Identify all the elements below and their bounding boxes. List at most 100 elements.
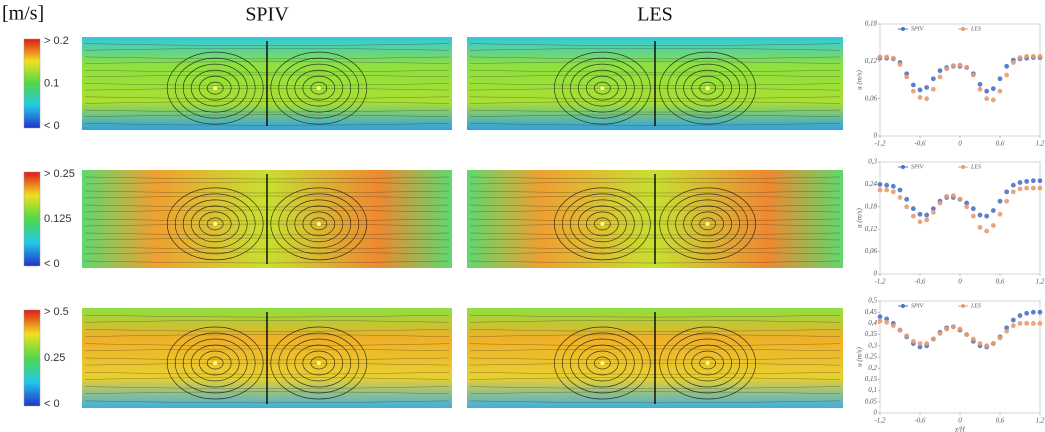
colorbar-label: > 0.25	[44, 168, 75, 180]
x-tick-label: -0,6	[914, 278, 926, 286]
data-point	[898, 328, 903, 333]
data-point	[904, 74, 909, 79]
data-point	[904, 333, 909, 338]
data-point	[898, 195, 903, 200]
x-tick-label: 1,2	[1036, 140, 1045, 148]
y-tick-label: 0,2	[868, 364, 877, 372]
data-point	[1018, 313, 1023, 318]
data-point	[978, 87, 983, 92]
data-point	[1024, 186, 1029, 191]
vortex-core	[600, 222, 604, 226]
y-tick-label: 0,06	[865, 94, 878, 102]
x-tick-label: 1,2	[1036, 417, 1045, 425]
data-point	[1038, 178, 1043, 183]
data-point	[884, 320, 889, 325]
data-point	[958, 63, 963, 68]
data-point	[1011, 183, 1016, 188]
data-point	[991, 341, 996, 346]
data-point	[1011, 318, 1016, 323]
data-point	[884, 188, 889, 193]
y-tick-label: 0,45	[865, 308, 878, 316]
data-point	[964, 332, 969, 337]
y-tick-label: 0	[874, 132, 878, 140]
data-point	[1038, 321, 1043, 326]
y-tick-label: 0,5	[868, 297, 877, 305]
y-tick-label: 0,18	[865, 20, 878, 28]
data-point	[904, 197, 909, 202]
data-point	[1024, 179, 1029, 184]
data-point	[931, 76, 936, 81]
data-point	[1024, 54, 1029, 59]
data-point	[1011, 60, 1016, 65]
plot-frame	[880, 24, 1040, 136]
data-point	[958, 197, 963, 202]
y-tick-label: 0,06	[865, 247, 878, 255]
data-point	[911, 339, 916, 344]
data-point	[878, 188, 883, 193]
vortex-core	[213, 86, 217, 90]
data-point	[998, 76, 1003, 81]
data-point	[938, 201, 943, 206]
x-tick-label: 0	[958, 278, 962, 286]
vortex-core	[317, 222, 321, 226]
vortex-core	[317, 86, 321, 90]
data-point	[924, 217, 929, 222]
data-point	[1031, 178, 1036, 183]
data-point	[1031, 186, 1036, 191]
y-axis-label: u (m/s)	[856, 347, 864, 367]
y-tick-label: 0,12	[865, 225, 878, 233]
data-point	[1004, 199, 1009, 204]
legend-label: SPIV	[911, 164, 925, 170]
data-point	[1004, 329, 1009, 334]
les-title: LES	[637, 4, 673, 26]
y-tick-label: 0,35	[865, 330, 878, 338]
data-point	[911, 206, 916, 211]
data-point	[898, 188, 903, 193]
legend-marker	[961, 304, 965, 308]
legend-label: LES	[970, 164, 981, 170]
data-point	[984, 96, 989, 101]
legend-label: SPIV	[911, 303, 925, 309]
data-point	[998, 212, 1003, 217]
x-tick-label: 0,6	[996, 278, 1005, 286]
data-point	[984, 89, 989, 94]
x-tick-label: -1,2	[874, 278, 886, 286]
data-point	[1011, 323, 1016, 328]
data-point	[944, 327, 949, 332]
x-tick-label: 0	[958, 417, 962, 425]
data-point	[1004, 64, 1009, 69]
vortex-core	[213, 222, 217, 226]
colorbar	[24, 172, 40, 266]
data-point	[898, 62, 903, 67]
vortex-core	[317, 361, 321, 365]
data-point	[924, 341, 929, 346]
data-point	[918, 95, 923, 100]
data-point	[1018, 180, 1023, 185]
y-axis-label: u (m/s)	[856, 208, 864, 228]
x-tick-label: 1,2	[1036, 278, 1045, 286]
legend-label: LES	[970, 303, 981, 309]
y-tick-label: 0	[874, 270, 878, 278]
colorbar	[24, 310, 40, 406]
data-point	[1031, 310, 1036, 315]
data-point	[991, 98, 996, 103]
data-point	[918, 341, 923, 346]
data-point	[911, 89, 916, 94]
colorbar-label: < 0	[44, 398, 60, 410]
data-point	[891, 323, 896, 328]
data-point	[884, 183, 889, 188]
vortex-core	[706, 86, 710, 90]
vortex-core	[706, 222, 710, 226]
y-tick-label: 0,4	[868, 319, 877, 327]
data-point	[978, 213, 983, 218]
data-point	[884, 55, 889, 60]
legend-marker	[961, 165, 965, 169]
legend-label: SPIV	[911, 26, 925, 32]
data-point	[931, 337, 936, 342]
data-point	[904, 204, 909, 209]
data-point	[951, 63, 956, 68]
y-tick-label: 0,3	[868, 341, 877, 349]
colorbar-label: 0.125	[44, 213, 72, 225]
vortex-core	[213, 361, 217, 365]
spiv-title: SPIV	[245, 4, 289, 26]
